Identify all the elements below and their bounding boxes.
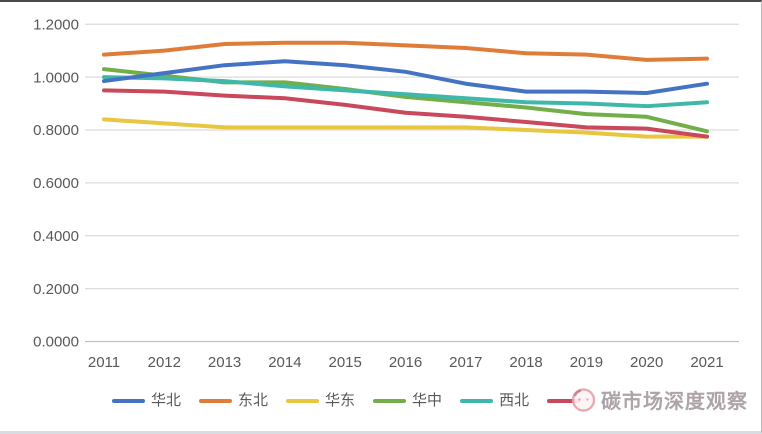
x-axis-tick-label: 2020 [630,354,663,371]
y-axis-tick-label: 1.2000 [33,16,79,33]
x-axis-tick-label: 2016 [389,354,422,371]
watermark-logo-icon [571,388,596,412]
watermark: 碳市场深度观察 [570,385,748,414]
legend-label: 华北 [151,392,182,409]
x-axis-tick-label: 2014 [268,354,301,371]
x-axis-tick-label: 2011 [88,354,120,371]
series-line-西北 [102,75,709,109]
legend: 华北 东北 华东 华中 西北 [112,393,604,408]
x-axis-tick-label: 2012 [148,354,181,371]
y-axis-tick-label: 0.2000 [33,281,79,298]
legend-label: 西北 [499,392,530,409]
legend-swatch [199,398,233,403]
legend-item: 西北 [460,393,529,408]
x-axis-tick-label: 2021 [690,354,723,371]
legend-label: 华东 [325,392,356,409]
y-axis-tick-label: 1.0000 [33,69,79,86]
series-line-unlabeled [102,88,709,139]
legend-item: 华中 [373,393,442,408]
legend-item: 华东 [286,393,355,408]
legend-swatch [286,398,320,403]
series-line-东北 [102,40,709,62]
legend-swatch [460,398,494,403]
legend-label: 华中 [412,392,443,409]
x-axis-tick-label: 2015 [329,354,362,371]
x-axis-tick-label: 2018 [509,354,542,371]
line-chart-svg: 1.2000 1.0000 0.8000 0.6000 0.4000 0.2000 0.00… [33,16,739,371]
series-line-华北 [102,59,709,95]
y-axis-tick-label: 0.8000 [33,122,79,139]
legend-item [547,398,586,403]
y-axis-tick-label: 0.0000 [33,334,79,351]
legend-item: 东北 [199,393,268,408]
watermark-text: 碳市场深度观察 [601,391,748,413]
legend-swatch [112,398,145,403]
x-axis-tick-label: 2017 [449,354,482,371]
legend-swatch [547,398,581,403]
legend-label: 东北 [238,392,269,409]
y-axis-tick-label: 0.6000 [33,175,79,192]
y-axis-tick-label: 0.4000 [33,228,79,245]
series-line-华东 [102,117,709,139]
legend-swatch [373,398,407,403]
x-axis-tick-label: 2013 [208,354,241,371]
x-axis-tick-label: 2019 [570,354,603,371]
legend-item: 华北 [112,393,181,408]
